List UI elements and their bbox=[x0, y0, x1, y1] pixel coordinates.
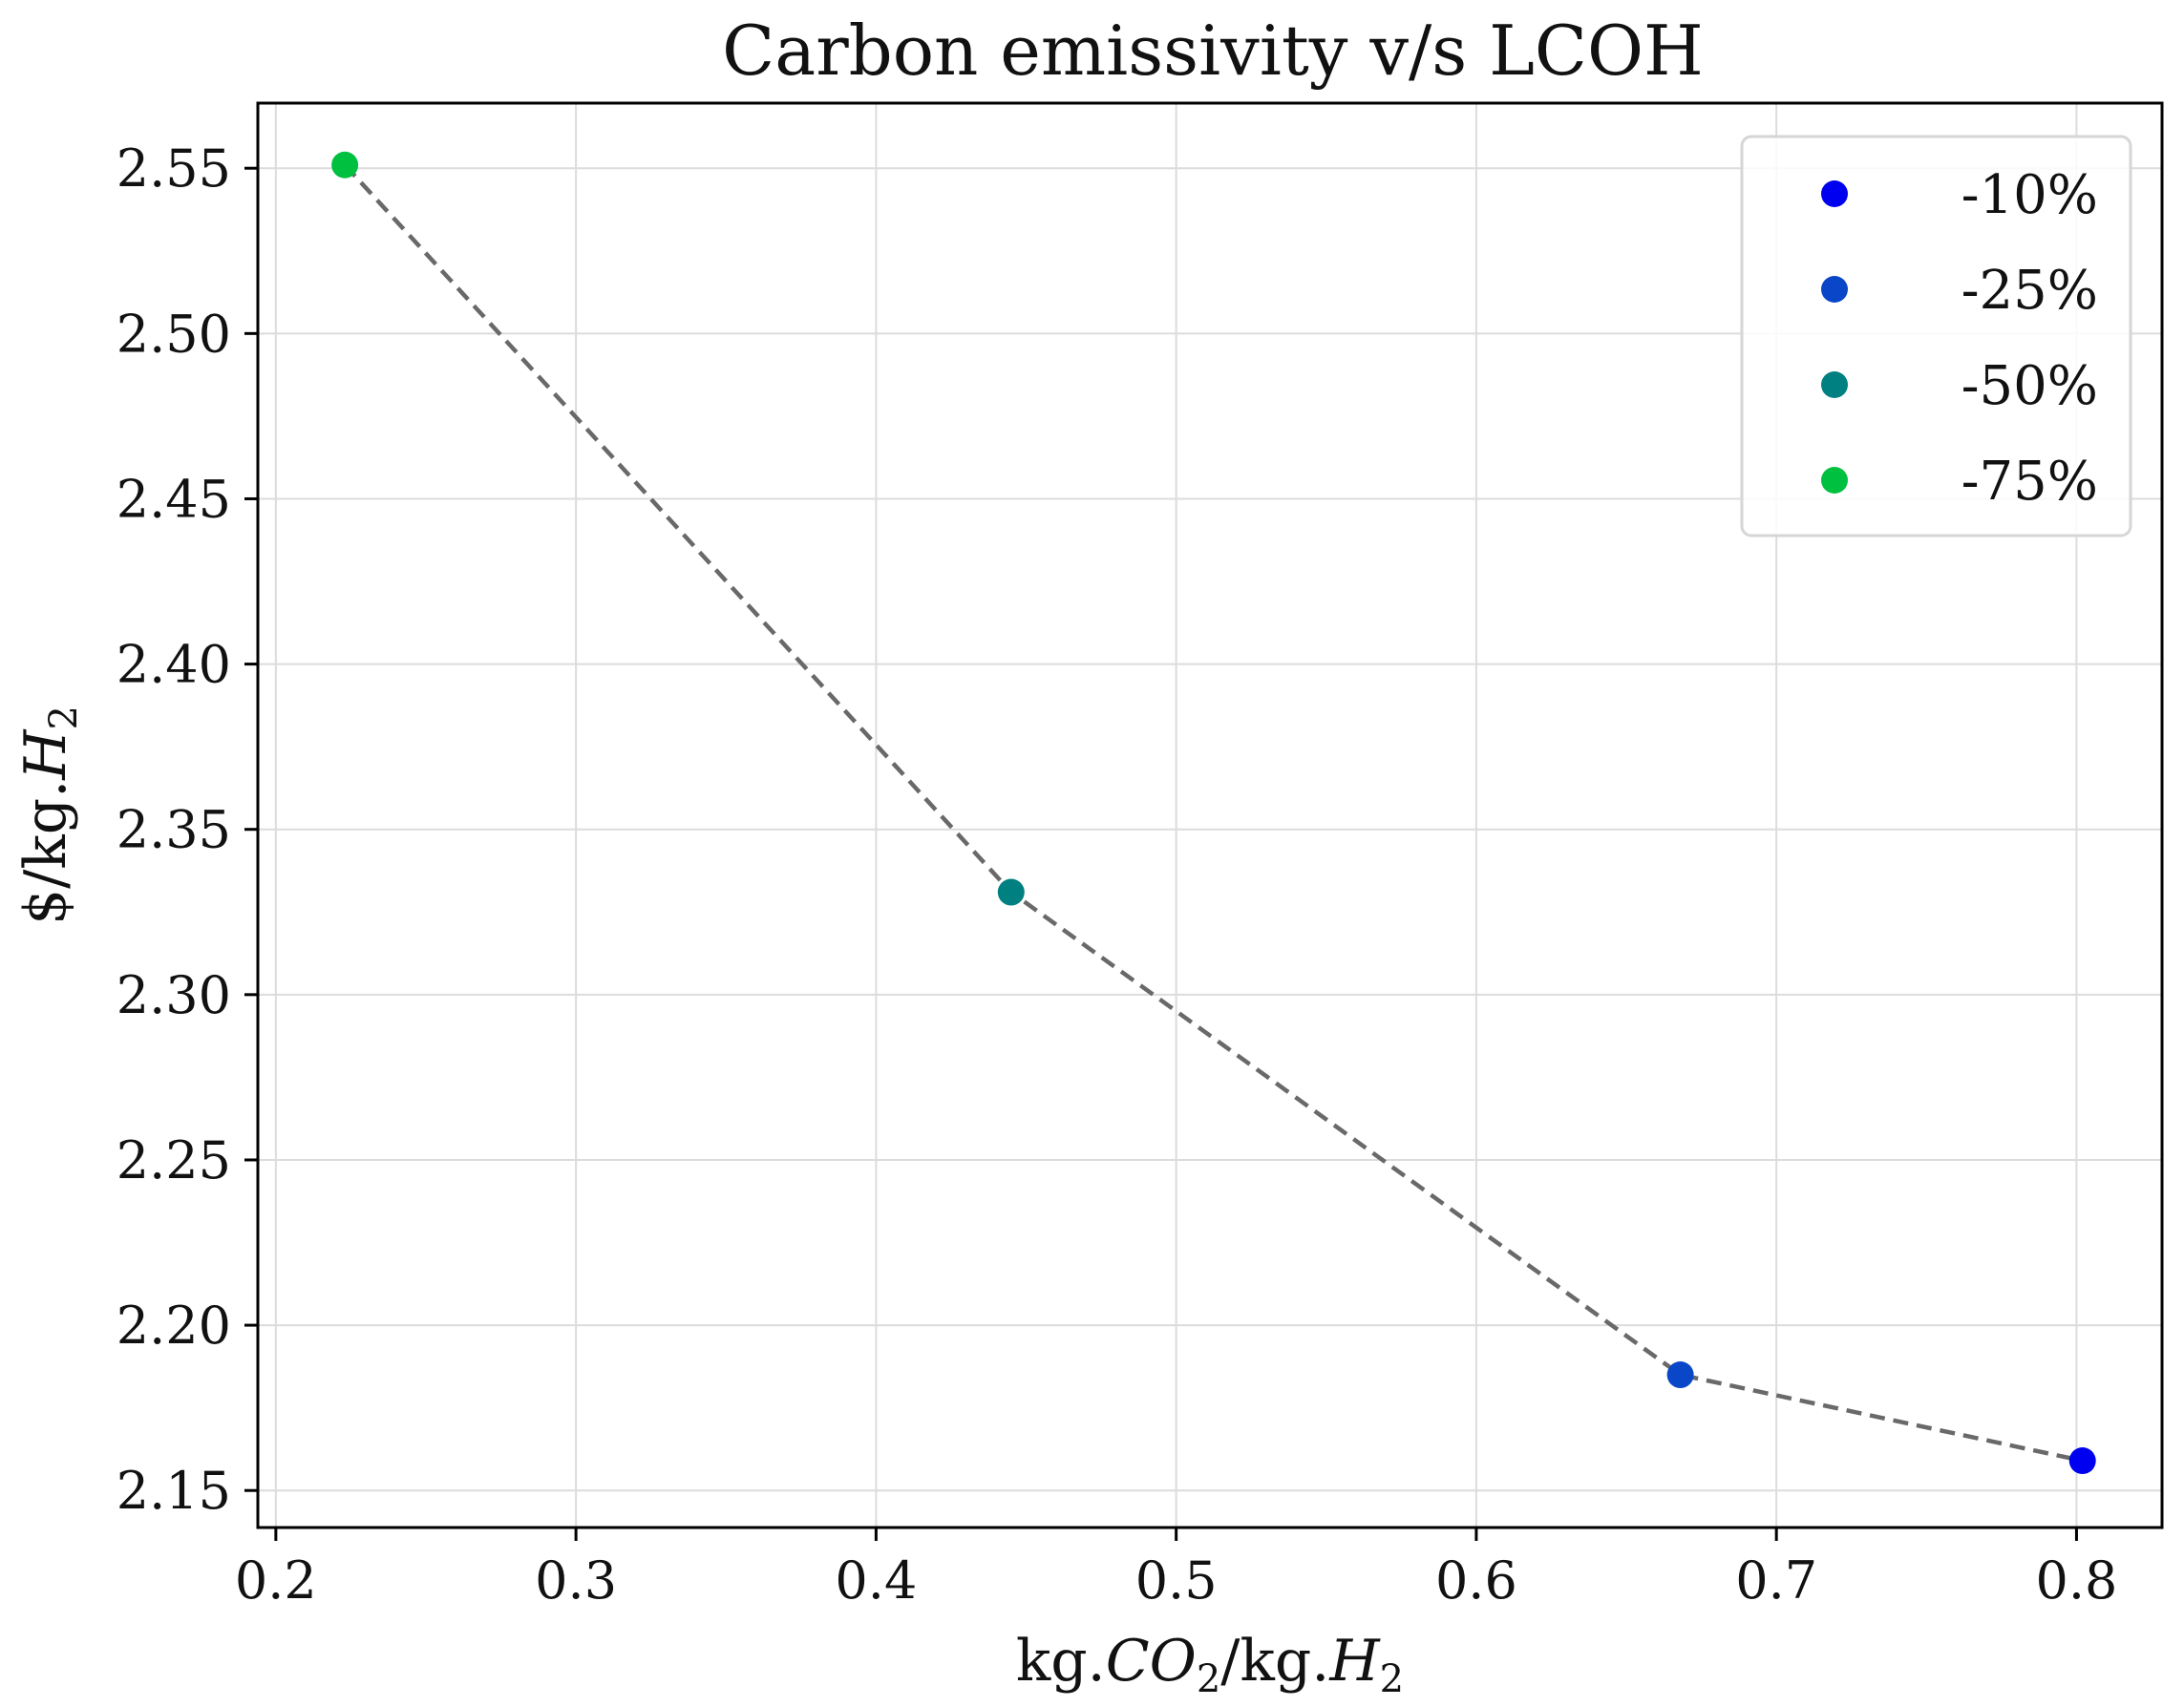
y-ticks: 2.15 2.20 2.25 2.30 2.35 2.40 2.45 2.50 2.55 bbox=[117, 138, 258, 1521]
points-layer bbox=[331, 151, 2096, 1475]
x-tick-label: 0.2 bbox=[235, 1550, 317, 1611]
y-axis-label-h: H bbox=[12, 728, 79, 781]
y-tick-label: 2.15 bbox=[117, 1461, 231, 1521]
x-axis-label-prefix: kg. bbox=[1016, 1628, 1106, 1695]
data-point bbox=[997, 878, 1025, 906]
y-axis-label-sub: 2 bbox=[42, 706, 86, 729]
y-tick-label: 2.45 bbox=[117, 469, 231, 529]
legend-marker bbox=[1821, 180, 1848, 207]
y-tick-label: 2.20 bbox=[117, 1296, 231, 1356]
legend-label: -50% bbox=[1961, 355, 2098, 417]
data-point bbox=[331, 151, 359, 179]
x-axis-label-h: H bbox=[1328, 1628, 1381, 1695]
data-point bbox=[1666, 1361, 1694, 1389]
legend-items: -10% -25% -50% -75% bbox=[1821, 164, 2098, 513]
chart-title: Carbon emissivity v/s LCOH bbox=[722, 11, 1704, 91]
legend-marker bbox=[1821, 371, 1848, 398]
y-axis-label: $/kg.H2 bbox=[12, 706, 86, 925]
data-point bbox=[2068, 1447, 2096, 1475]
x-tick-label: 0.8 bbox=[2035, 1550, 2117, 1611]
connector-line bbox=[343, 163, 2084, 1464]
y-tick-label: 2.35 bbox=[117, 800, 231, 860]
legend-label: -25% bbox=[1961, 260, 2098, 322]
x-axis-label-mid: /kg. bbox=[1220, 1628, 1329, 1695]
y-tick-label: 2.25 bbox=[117, 1130, 231, 1191]
legend: -10% -25% -50% -75% bbox=[1740, 135, 2132, 537]
x-tick-label: 0.4 bbox=[835, 1550, 917, 1611]
x-tick-label: 0.6 bbox=[1435, 1550, 1517, 1611]
legend-marker bbox=[1821, 467, 1848, 494]
x-axis-label-sub2: 2 bbox=[1380, 1657, 1404, 1701]
y-axis-label-prefix: $/kg. bbox=[12, 780, 79, 925]
x-tick-label: 0.5 bbox=[1135, 1550, 1218, 1611]
grid-layer bbox=[258, 103, 2162, 1528]
x-axis-label-co: CO bbox=[1106, 1628, 1197, 1695]
y-tick-label: 2.40 bbox=[117, 635, 231, 695]
x-axis-label-sub1: 2 bbox=[1197, 1657, 1220, 1701]
legend-label: -75% bbox=[1961, 451, 2098, 513]
x-ticks: 0.2 0.3 0.4 0.5 0.6 0.7 0.8 bbox=[235, 1528, 2117, 1611]
x-tick-label: 0.7 bbox=[1735, 1550, 1817, 1611]
legend-label: -10% bbox=[1961, 164, 2098, 226]
legend-box bbox=[1740, 135, 2132, 537]
y-tick-label: 2.50 bbox=[117, 304, 231, 364]
axes-frame bbox=[256, 101, 2164, 1529]
y-tick-label: 2.30 bbox=[117, 965, 231, 1025]
legend-marker bbox=[1821, 276, 1848, 303]
x-axis-label: kg.CO2/kg.H2 bbox=[1016, 1628, 1404, 1701]
y-tick-label: 2.55 bbox=[117, 138, 231, 199]
x-tick-label: 0.3 bbox=[535, 1550, 617, 1611]
